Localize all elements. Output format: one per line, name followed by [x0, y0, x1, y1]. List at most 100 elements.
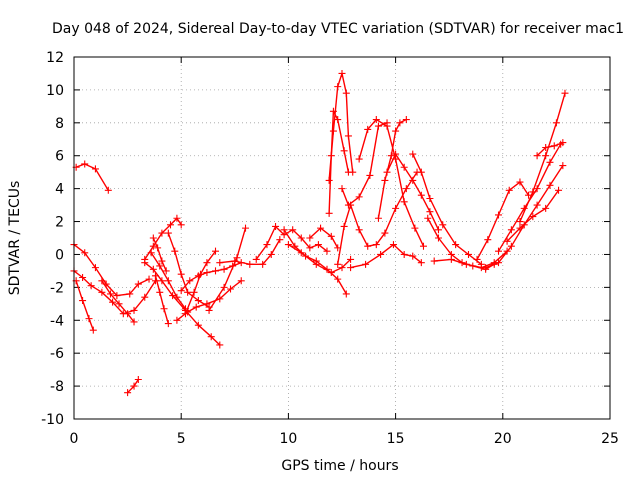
- data-point-marker: [212, 247, 220, 255]
- data-point-marker: [434, 234, 442, 242]
- series-line: [176, 280, 242, 321]
- data-point-marker: [160, 305, 168, 313]
- data-point-marker: [383, 122, 391, 130]
- data-point-marker: [505, 186, 513, 194]
- data-point-marker: [194, 297, 202, 305]
- data-point-marker: [158, 277, 166, 285]
- data-point-marker: [145, 275, 153, 283]
- series-track-10: [149, 234, 170, 275]
- data-point-marker: [529, 213, 537, 221]
- data-point-marker: [158, 257, 166, 265]
- data-point-marker: [130, 318, 138, 326]
- data-point-marker: [181, 310, 189, 318]
- data-point-marker: [344, 168, 352, 176]
- data-point-marker: [98, 277, 106, 285]
- data-point-marker: [552, 119, 560, 127]
- data-point-marker: [400, 250, 408, 258]
- plot-frame: [73, 56, 611, 420]
- data-point-marker: [516, 224, 524, 232]
- data-point-marker: [452, 241, 460, 249]
- y-tick-label: -8: [50, 379, 64, 395]
- data-point-marker: [203, 300, 211, 308]
- data-point-marker: [171, 247, 179, 255]
- data-point-marker: [377, 250, 385, 258]
- data-point-marker: [124, 310, 132, 318]
- series-line: [476, 181, 530, 260]
- series-line: [208, 227, 247, 311]
- series-line: [152, 237, 167, 272]
- data-point-marker: [392, 127, 400, 135]
- data-point-marker: [134, 280, 142, 288]
- data-point-marker: [141, 293, 149, 301]
- data-point-marker: [338, 264, 346, 272]
- series-line: [427, 217, 495, 270]
- data-point-marker: [156, 262, 164, 270]
- data-point-marker: [177, 287, 185, 295]
- data-point-marker: [154, 244, 162, 252]
- data-point-marker: [409, 150, 417, 158]
- data-point-marker: [173, 316, 181, 324]
- data-point-marker: [284, 241, 292, 249]
- y-tick-label: 0: [55, 247, 64, 263]
- data-point-marker: [141, 259, 149, 267]
- data-point-marker: [383, 168, 391, 176]
- series-line: [358, 118, 425, 247]
- series-line: [341, 122, 388, 206]
- data-point-marker: [207, 333, 215, 341]
- series-track-20: [284, 241, 355, 277]
- data-point-marker: [347, 255, 355, 263]
- y-tick-label: 8: [55, 116, 64, 132]
- data-point-marker: [106, 290, 114, 298]
- data-point-marker: [462, 260, 470, 268]
- series-layer: [70, 69, 569, 397]
- series-track-17: [216, 236, 284, 268]
- data-point-marker: [115, 300, 123, 308]
- series-track-4: [72, 277, 97, 334]
- series-line: [337, 171, 418, 265]
- data-point-marker: [495, 211, 503, 219]
- data-point-marker: [325, 176, 333, 184]
- data-point-marker: [194, 321, 202, 329]
- data-point-marker: [323, 247, 331, 255]
- series-line: [75, 280, 94, 331]
- data-point-marker: [546, 181, 554, 189]
- data-point-marker: [334, 260, 342, 268]
- data-point-marker: [507, 242, 515, 250]
- data-point-marker: [372, 241, 380, 249]
- data-point-marker: [396, 119, 404, 127]
- data-point-marker: [177, 221, 185, 229]
- data-point-marker: [81, 249, 89, 257]
- data-point-marker: [495, 247, 503, 255]
- data-point-marker: [327, 269, 335, 277]
- data-point-marker: [533, 185, 541, 193]
- data-point-marker: [164, 277, 172, 285]
- data-point-marker: [347, 264, 355, 272]
- data-point-marker: [190, 288, 198, 296]
- series-line: [328, 110, 350, 214]
- data-point-marker: [306, 244, 314, 252]
- data-point-marker: [561, 89, 569, 97]
- series-track-35: [516, 89, 569, 226]
- data-point-marker: [259, 260, 267, 268]
- series-track-13: [173, 277, 245, 324]
- series-line: [73, 244, 150, 297]
- series-track-36: [503, 186, 563, 245]
- data-point-marker: [227, 285, 235, 293]
- data-point-marker: [98, 288, 106, 296]
- series-track-7: [141, 214, 185, 263]
- data-point-marker: [130, 382, 138, 390]
- data-point-marker: [196, 270, 204, 278]
- data-point-marker: [280, 226, 288, 234]
- data-point-marker: [389, 241, 397, 249]
- data-point-marker: [113, 292, 121, 300]
- data-point-marker: [130, 306, 138, 314]
- data-point-marker: [184, 288, 192, 296]
- y-tick-label: 10: [46, 83, 64, 99]
- data-point-marker: [555, 186, 563, 194]
- data-point-marker: [81, 160, 89, 168]
- y-tick-label: 12: [46, 50, 64, 66]
- data-point-marker: [355, 226, 363, 234]
- data-point-marker: [355, 193, 363, 201]
- data-point-marker: [495, 259, 503, 267]
- data-point-marker: [434, 226, 442, 234]
